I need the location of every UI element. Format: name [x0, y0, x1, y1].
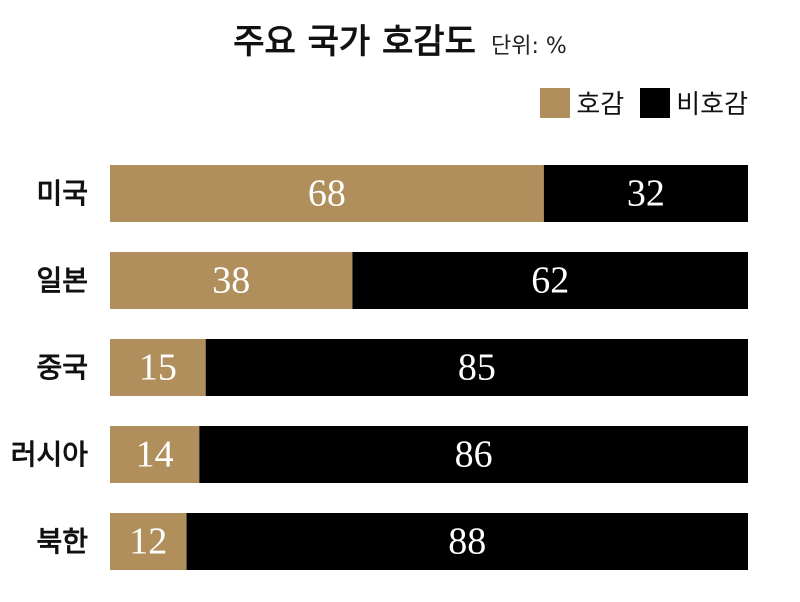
category-label: 일본 [36, 264, 88, 297]
data-label: 86 [455, 434, 493, 476]
category-label: 중국 [36, 351, 88, 384]
bar-segment-favorable [110, 165, 544, 222]
legend-label-unfavorable: 비호감 [676, 90, 748, 120]
unit-label: 단위: % [490, 34, 567, 59]
bar-segment-unfavorable [186, 513, 748, 570]
bar-segment-unfavorable [205, 339, 748, 396]
data-label: 38 [212, 260, 250, 302]
data-label: 85 [458, 347, 496, 389]
category-label: 북한 [36, 525, 88, 558]
bar-segment-favorable [110, 252, 353, 309]
data-label: 14 [136, 434, 174, 476]
bar-segment-unfavorable [543, 165, 748, 222]
data-label: 62 [531, 260, 569, 302]
data-label: 68 [308, 173, 346, 215]
category-label: 미국 [36, 177, 88, 210]
data-label: 88 [448, 521, 486, 563]
legend: 호감 비호감 [524, 84, 748, 121]
legend-item-favorable: 호감 [540, 84, 624, 121]
chart-title: 주요 국가 호감도 [233, 22, 476, 62]
legend-label-favorable: 호감 [576, 90, 625, 120]
data-label: 32 [627, 173, 665, 215]
data-label: 15 [139, 347, 177, 389]
data-label: 12 [129, 521, 167, 563]
legend-swatch-favorable [540, 87, 571, 118]
category-label: 러시아 [11, 438, 89, 471]
legend-swatch-unfavorable [640, 87, 671, 118]
bar-segment-unfavorable [199, 426, 748, 483]
legend-item-unfavorable: 비호감 [640, 84, 748, 121]
chart-title-area: 주요 국가 호감도 단위: % [0, 14, 800, 63]
bar-segment-favorable [110, 513, 187, 570]
bar-segment-unfavorable [352, 252, 748, 309]
bar-segment-favorable [110, 426, 200, 483]
bar-segment-favorable [110, 339, 206, 396]
